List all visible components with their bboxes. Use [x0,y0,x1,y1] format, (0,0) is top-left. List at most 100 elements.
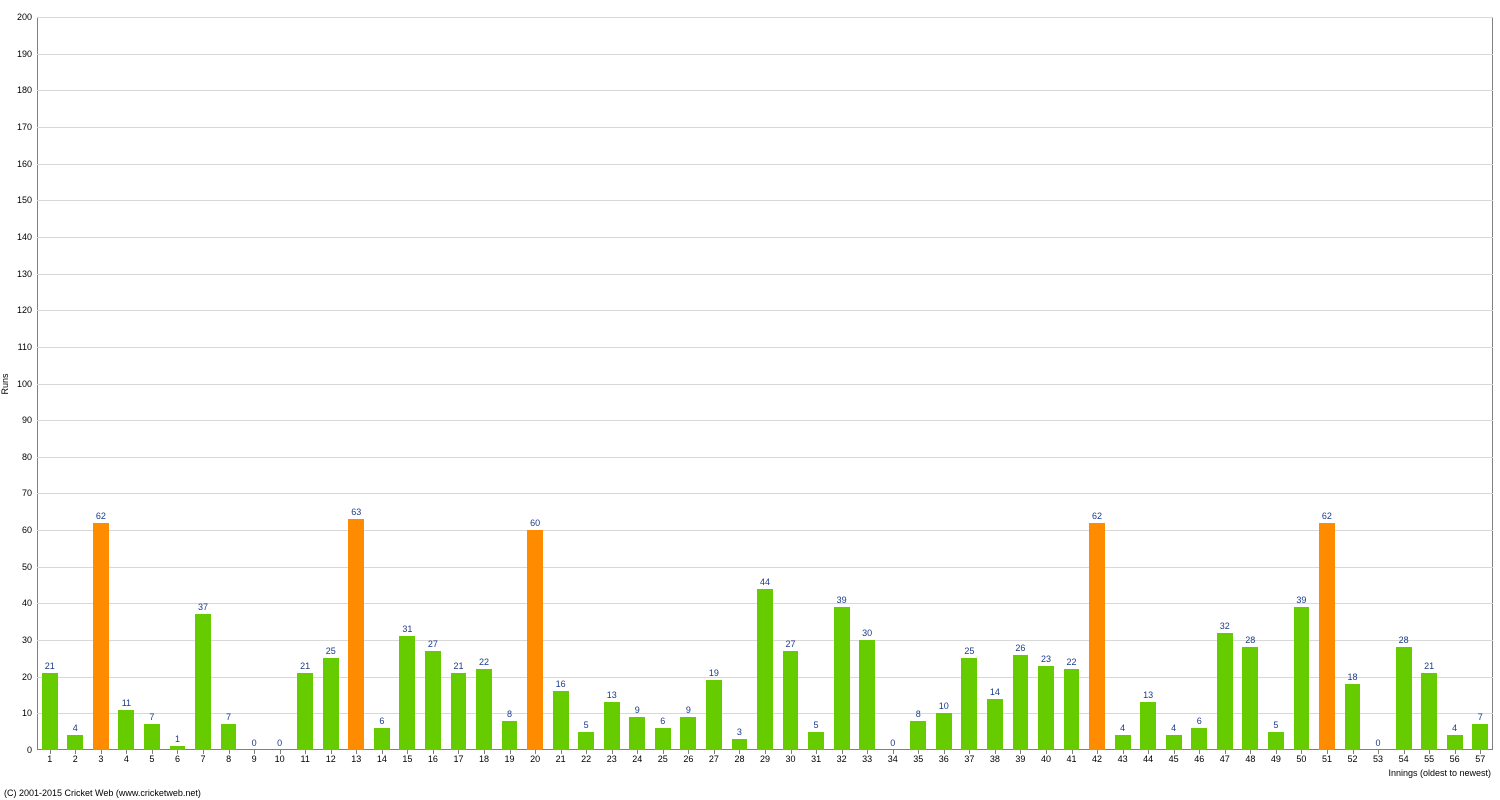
bar-value-label: 44 [760,577,770,589]
bar-value-label: 4 [1171,723,1176,735]
bar: 21 [42,673,58,750]
x-tick-label: 55 [1424,750,1434,764]
x-tick-label: 4 [124,750,129,764]
bar-value-label: 23 [1041,654,1051,666]
bar-value-label: 25 [326,646,336,658]
x-tick-label: 43 [1118,750,1128,764]
bar-value-label: 25 [964,646,974,658]
bar-value-label: 0 [1376,738,1381,750]
x-tick-label: 42 [1092,750,1102,764]
x-tick-label: 29 [760,750,770,764]
bar-value-label: 11 [122,698,131,710]
x-tick-label: 1 [47,750,52,764]
bar-value-label: 13 [1143,690,1153,702]
bar-value-label: 28 [1399,635,1409,647]
bar-value-label: 31 [402,624,412,636]
bar-value-label: 21 [1424,661,1434,673]
bar-value-label: 22 [1066,657,1076,669]
x-tick-label: 51 [1322,750,1332,764]
bar: 62 [1089,523,1105,750]
x-tick-label: 19 [505,750,515,764]
bar-value-label: 21 [45,661,55,673]
x-tick-label: 2 [73,750,78,764]
bar-value-label: 16 [556,679,566,691]
bar: 5 [578,732,594,750]
bar: 14 [987,699,1003,750]
x-tick-label: 7 [201,750,206,764]
y-tick-label: 200 [17,12,37,22]
x-tick-label: 36 [939,750,949,764]
bar: 22 [476,669,492,750]
bar-value-label: 6 [379,716,384,728]
bars-layer: 2146211713770021256363127212286016513969… [37,17,1493,750]
bar: 26 [1013,655,1029,750]
x-tick-label: 17 [453,750,463,764]
bar-value-label: 27 [786,639,796,651]
bar: 27 [783,651,799,750]
bar-value-label: 32 [1220,621,1230,633]
x-tick-label: 40 [1041,750,1051,764]
bar-value-label: 4 [1452,723,1457,735]
bar-value-label: 0 [252,738,257,750]
x-tick-label: 35 [913,750,923,764]
x-tick-label: 37 [964,750,974,764]
bar: 21 [1421,673,1437,750]
bar-value-label: 28 [1245,635,1255,647]
bar-value-label: 1 [175,734,180,746]
x-tick-label: 16 [428,750,438,764]
bar: 6 [655,728,671,750]
x-tick-label: 41 [1067,750,1077,764]
y-tick-label: 50 [22,562,37,572]
bar: 13 [1140,702,1156,750]
bar: 16 [553,691,569,750]
x-tick-label: 9 [252,750,257,764]
bar: 4 [1115,735,1131,750]
x-tick-label: 34 [888,750,898,764]
bar: 25 [323,658,339,750]
bar: 39 [1294,607,1310,750]
y-tick-label: 160 [17,159,37,169]
bar: 4 [1447,735,1463,750]
x-tick-label: 6 [175,750,180,764]
x-tick-label: 18 [479,750,489,764]
x-tick-label: 28 [734,750,744,764]
bar-value-label: 8 [916,709,921,721]
bar-value-label: 13 [607,690,617,702]
bar: 32 [1217,633,1233,750]
y-tick-label: 30 [22,635,37,645]
x-tick-label: 56 [1450,750,1460,764]
x-tick-label: 52 [1347,750,1357,764]
bar-value-label: 9 [635,705,640,717]
x-tick-label: 8 [226,750,231,764]
copyright-text: (C) 2001-2015 Cricket Web (www.cricketwe… [4,788,201,798]
x-tick-label: 21 [556,750,566,764]
bar: 37 [195,614,211,750]
bar-value-label: 62 [96,511,106,523]
bar-value-label: 3 [737,727,742,739]
bar-value-label: 4 [73,723,78,735]
bar: 63 [348,519,364,750]
x-tick-label: 24 [632,750,642,764]
bar-value-label: 9 [686,705,691,717]
y-tick-label: 100 [17,379,37,389]
bar-value-label: 60 [530,518,540,530]
bar-value-label: 21 [453,661,463,673]
bar-value-label: 7 [149,712,154,724]
bar: 27 [425,651,441,750]
x-tick-label: 45 [1169,750,1179,764]
bar-value-label: 0 [890,738,895,750]
bar: 25 [961,658,977,750]
bar: 4 [1166,735,1182,750]
bar: 8 [910,721,926,750]
bar: 62 [93,523,109,750]
x-tick-label: 49 [1271,750,1281,764]
bar: 7 [144,724,160,750]
bar: 21 [451,673,467,750]
y-tick-label: 130 [17,269,37,279]
bar: 62 [1319,523,1335,750]
x-tick-label: 22 [581,750,591,764]
x-tick-label: 15 [402,750,412,764]
x-tick-label: 14 [377,750,387,764]
x-tick-label: 31 [811,750,821,764]
bar: 3 [732,739,748,750]
